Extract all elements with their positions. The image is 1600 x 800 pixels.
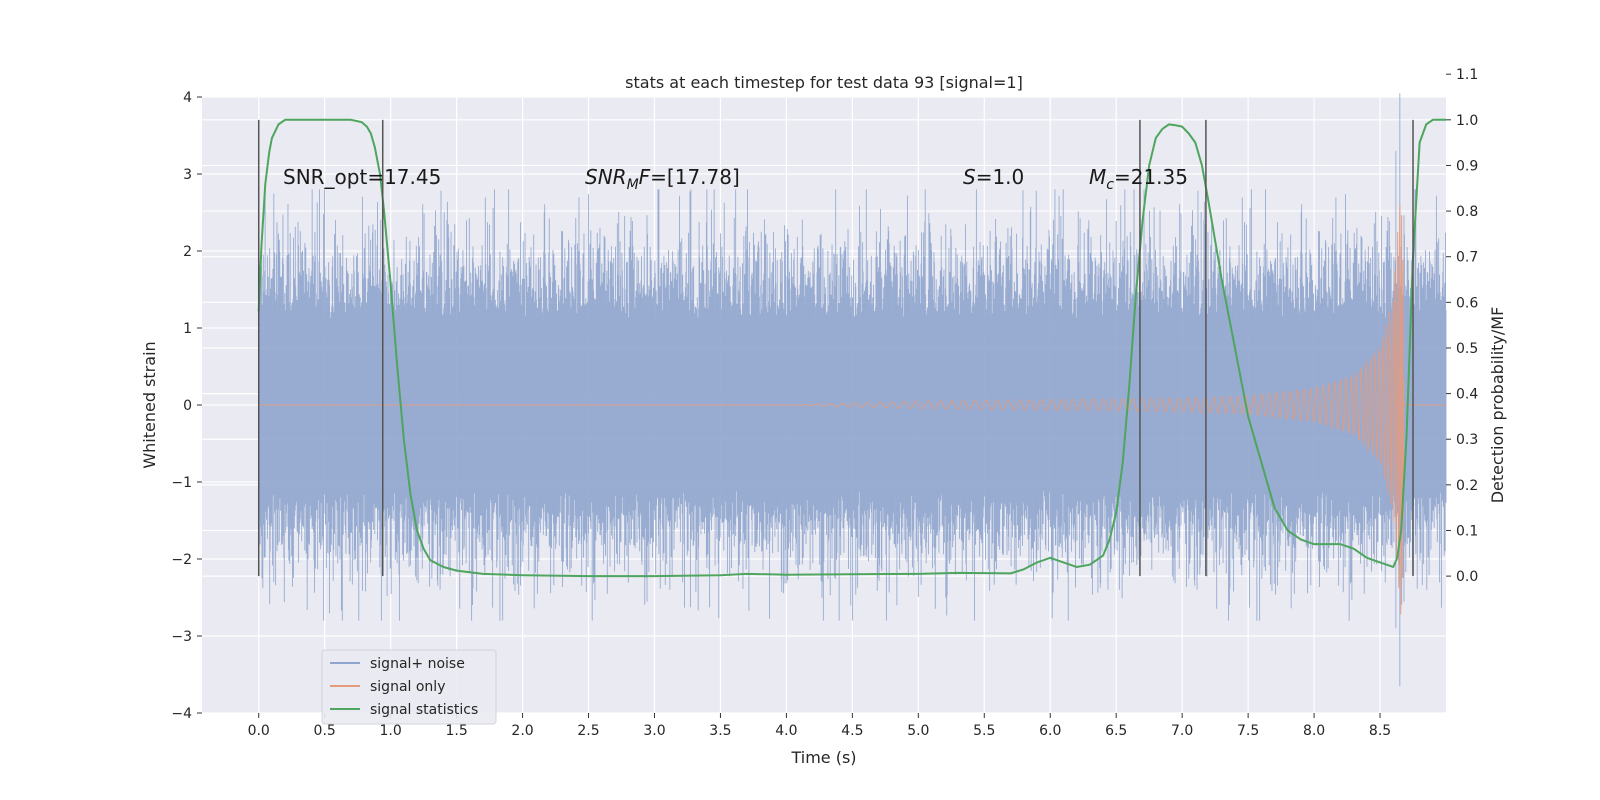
legend-label-signal-noise: signal+ noise — [370, 656, 465, 672]
x-axis-label: Time (s) — [790, 748, 856, 767]
x-tick-label: 3.0 — [643, 723, 665, 739]
ticks: 0.0 0.5 1.0 1.5 2.0 2.5 3.0 3.5 4.0 4.5 5.0 5.5 6.0 6… — [171, 67, 1478, 739]
legend-label-signal-only: signal only — [370, 679, 445, 695]
x-tick-label: 6.5 — [1105, 723, 1127, 739]
y2-tick-label: 0.7 — [1456, 250, 1478, 266]
y-tick-label: 0 — [183, 398, 192, 414]
y2-tick-label: 0.4 — [1456, 387, 1478, 403]
x-tick-label: 7.0 — [1171, 723, 1193, 739]
signal-only-trace — [258, 204, 1446, 615]
signal-statistics-trace — [257, 118, 1446, 578]
y2-tick-label: 0.6 — [1456, 295, 1478, 311]
x-tick-label: 4.0 — [775, 723, 797, 739]
annotation-snr-opt: SNR_opt=17.45 — [283, 165, 441, 189]
x-tick-label: 5.0 — [907, 723, 929, 739]
y2-tick-label: 1.0 — [1456, 113, 1478, 129]
y2-tick-label: 0.3 — [1456, 432, 1478, 448]
y-tick-label: 4 — [183, 90, 192, 106]
annotation-mc: Mc=21.35 — [1089, 165, 1188, 193]
y-tick-label: −3 — [171, 629, 192, 645]
x-tick-label: 1.0 — [380, 723, 402, 739]
x-tick-label: 5.5 — [973, 723, 995, 739]
x-tick-label: 8.5 — [1369, 723, 1391, 739]
y-axis-label: Whitened strain — [140, 341, 159, 468]
y-tick-label: −2 — [171, 552, 192, 568]
chart-title: stats at each timestep for test data 93 … — [625, 73, 1023, 92]
y2-tick-label: 0.1 — [1456, 523, 1478, 539]
y2-tick-label: 0.0 — [1456, 569, 1478, 585]
y2-tick-label: 0.5 — [1456, 341, 1478, 357]
x-tick-label: 8.0 — [1303, 723, 1325, 739]
series-signal-statistics — [257, 118, 1446, 578]
y-tick-label: −4 — [171, 706, 192, 722]
annotation-s: S=1.0 — [963, 165, 1024, 189]
x-tick-label: 0.0 — [248, 723, 270, 739]
y2-tick-label: 0.8 — [1456, 204, 1478, 220]
vertical-markers — [257, 119, 1414, 577]
legend: signal+ noise signal only signal statist… — [321, 649, 497, 725]
x-tick-label: 0.5 — [314, 723, 336, 739]
x-tick-label: 4.5 — [841, 723, 863, 739]
legend-box — [321, 649, 497, 725]
x-tick-label: 6.0 — [1039, 723, 1061, 739]
y2-tick-label: 0.9 — [1456, 158, 1478, 174]
x-tick-label: 2.0 — [511, 723, 533, 739]
series-signal-only — [258, 204, 1446, 615]
y2-tick-label: 0.2 — [1456, 478, 1478, 494]
y-tick-label: 3 — [183, 167, 192, 183]
y-tick-label: 1 — [183, 321, 192, 337]
y2-axis-label: Detection probability/MF — [1488, 307, 1507, 504]
x-tick-label: 3.5 — [709, 723, 731, 739]
y2-tick-label: 1.1 — [1456, 67, 1478, 83]
y-tick-label: 2 — [183, 244, 192, 260]
annotation-snr-mf: SNRMF=[17.78] — [585, 165, 740, 193]
legend-label-signal-statistics: signal statistics — [370, 702, 478, 718]
x-tick-label: 7.5 — [1237, 723, 1259, 739]
x-tick-label: 2.5 — [577, 723, 599, 739]
y-tick-label: −1 — [171, 475, 192, 491]
x-tick-label: 1.5 — [445, 723, 467, 739]
